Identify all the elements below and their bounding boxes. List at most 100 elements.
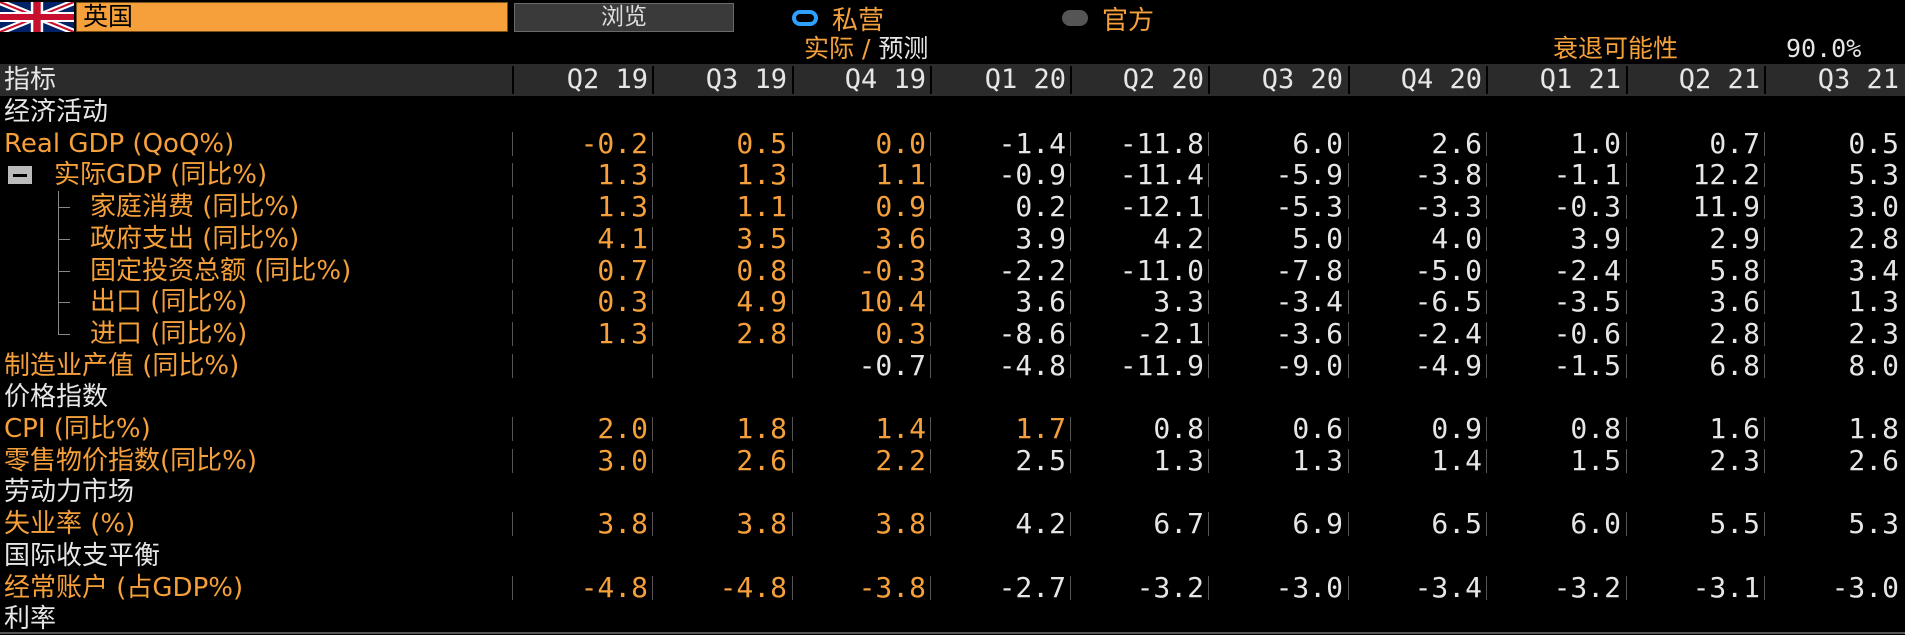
table-row[interactable]: 家庭消费 (同比%) 1.3 1.1 0.9 0.2 -12.1 -5.3 -3.3 -0.3 1… xyxy=(0,190,1905,224)
forecast-value-cell[interactable]: 1.0 xyxy=(1570,126,1621,160)
forecast-value-cell[interactable]: 12.2 xyxy=(1692,158,1760,192)
forecast-value-cell[interactable]: 6.8 xyxy=(1709,348,1760,382)
actual-value-cell[interactable]: 1.1 xyxy=(875,158,926,192)
table-row[interactable]: 固定投资总额 (同比%) 0.7 0.8 -0.3 -2.2 -11.0 -7.8 -5.0 -… xyxy=(0,253,1905,287)
forecast-value-cell[interactable]: 3.0 xyxy=(1848,190,1899,224)
actual-value-cell[interactable]: 3.6 xyxy=(875,221,926,255)
period-header[interactable]: Q2 19 xyxy=(566,64,648,95)
browse-button[interactable]: 浏览 xyxy=(514,3,734,32)
period-header[interactable]: Q3 19 xyxy=(705,64,787,95)
forecast-value-cell[interactable]: 5.8 xyxy=(1709,253,1760,287)
forecast-value-cell[interactable]: 0.5 xyxy=(1848,126,1899,160)
indicator-label[interactable]: 实际GDP (同比%) xyxy=(54,160,268,191)
indicator-label[interactable]: 零售物价指数(同比%) xyxy=(4,445,257,476)
forecast-value-cell[interactable] xyxy=(652,350,787,382)
forecast-value-cell[interactable]: 6.0 xyxy=(1570,507,1621,541)
actual-value-cell[interactable]: 2.8 xyxy=(736,316,787,350)
actual-value-cell[interactable]: 0.3 xyxy=(875,316,926,350)
actual-value-cell[interactable]: 0.0 xyxy=(875,126,926,160)
forecast-value-cell[interactable]: -3.6 xyxy=(1275,316,1343,350)
actual-value-cell[interactable]: -4.8 xyxy=(719,570,787,604)
forecast-value-cell[interactable]: 6.5 xyxy=(1431,507,1482,541)
forecast-value-cell[interactable]: 1.5 xyxy=(1570,443,1621,477)
period-header[interactable]: Q3 21 xyxy=(1817,64,1899,95)
forecast-value-cell[interactable]: 5.3 xyxy=(1848,507,1899,541)
forecast-value-cell[interactable]: 2.8 xyxy=(1848,221,1899,255)
forecast-value-cell[interactable]: -11.0 xyxy=(1119,253,1204,287)
actual-value-cell[interactable]: 3.8 xyxy=(875,507,926,541)
indicator-label[interactable]: 失业率 (%) xyxy=(4,509,136,540)
forecast-value-cell[interactable]: -3.0 xyxy=(1831,570,1899,604)
forecast-value-cell[interactable]: 3.4 xyxy=(1848,253,1899,287)
forecast-value-cell[interactable]: 2.8 xyxy=(1709,316,1760,350)
forecast-value-cell[interactable]: -5.3 xyxy=(1275,190,1343,224)
forecast-value-cell[interactable]: -7.8 xyxy=(1275,253,1343,287)
forecast-value-cell[interactable]: -0.9 xyxy=(998,158,1066,192)
table-row[interactable]: 出口 (同比%) 0.3 4.9 10.4 3.6 3.3 -3.4 -6.5 -3.5 3.6 1… xyxy=(0,285,1905,319)
actual-value-cell[interactable]: 0.8 xyxy=(736,253,787,287)
forecast-value-cell[interactable]: -3.3 xyxy=(1414,190,1482,224)
forecast-value-cell[interactable]: 3.3 xyxy=(1153,285,1204,319)
actual-value-cell[interactable]: 1.1 xyxy=(736,190,787,224)
forecast-value-cell[interactable]: 0.7 xyxy=(1709,126,1760,160)
forecast-value-cell[interactable]: 8.0 xyxy=(1848,348,1899,382)
actual-value-cell[interactable]: -4.8 xyxy=(580,570,648,604)
forecast-value-cell[interactable]: 2.3 xyxy=(1709,443,1760,477)
forecast-value-cell[interactable]: 1.4 xyxy=(1431,443,1482,477)
forecast-value-cell[interactable]: 4.0 xyxy=(1431,221,1482,255)
forecast-value-cell[interactable]: 3.9 xyxy=(1570,221,1621,255)
forecast-value-cell[interactable]: -0.3 xyxy=(1553,190,1621,224)
actual-value-cell[interactable]: 1.7 xyxy=(1015,412,1066,445)
period-header[interactable]: Q1 21 xyxy=(1539,64,1621,95)
table-row[interactable]: 零售物价指数(同比%) 3.0 2.6 2.2 2.5 1.3 1.3 1.4 1.5 2.3 2.… xyxy=(0,443,1905,477)
forecast-value-cell[interactable]: 5.3 xyxy=(1848,158,1899,192)
forecast-value-cell[interactable]: 4.2 xyxy=(1153,221,1204,255)
table-row[interactable]: Real GDP (QoQ%) -0.2 0.5 0.0 -1.4 -11.8 6.0 2.6… xyxy=(0,126,1905,160)
forecast-value-cell[interactable]: -4.9 xyxy=(1414,348,1482,382)
actual-value-cell[interactable]: 4.1 xyxy=(597,221,648,255)
forecast-value-cell[interactable]: 0.2 xyxy=(1015,190,1066,224)
actual-value-cell[interactable]: 2.6 xyxy=(736,443,787,477)
indicator-label[interactable]: CPI (同比%) xyxy=(4,414,151,444)
actual-value-cell[interactable]: 1.4 xyxy=(875,412,926,445)
forecast-value-cell[interactable]: -1.5 xyxy=(1553,348,1621,382)
forecast-value-cell[interactable]: 2.6 xyxy=(1431,126,1482,160)
actual-value-cell[interactable]: 0.9 xyxy=(875,190,926,224)
forecast-value-cell[interactable]: 2.9 xyxy=(1709,221,1760,255)
forecast-value-cell[interactable]: 3.6 xyxy=(1709,285,1760,319)
forecast-value-cell[interactable]: 2.5 xyxy=(1015,443,1066,477)
period-header[interactable]: Q2 21 xyxy=(1678,64,1760,95)
actual-value-cell[interactable]: -3.8 xyxy=(858,570,926,604)
table-row[interactable]: 失业率 (%) 3.8 3.8 3.8 4.2 6.7 6.9 6.5 6.0 5.5 5.3 xyxy=(0,508,1905,540)
actual-value-cell[interactable]: 2.0 xyxy=(597,412,648,445)
forecast-value-cell[interactable]: 2.6 xyxy=(1848,443,1899,477)
indicator-label[interactable]: 政府支出 (同比%) xyxy=(90,223,300,254)
forecast-value-cell[interactable]: 1.3 xyxy=(1848,285,1899,319)
actual-value-cell[interactable]: 1.3 xyxy=(736,158,787,192)
actual-value-cell[interactable]: 3.8 xyxy=(736,507,787,541)
forecast-value-cell[interactable]: 0.8 xyxy=(1153,412,1204,445)
forecast-value-cell[interactable]: -3.8 xyxy=(1414,158,1482,192)
actual-value-cell[interactable]: 10.4 xyxy=(858,285,926,319)
forecast-value-cell[interactable]: -3.4 xyxy=(1275,285,1343,319)
country-field[interactable]: 英国 xyxy=(76,2,508,32)
period-header[interactable]: Q1 20 xyxy=(984,64,1066,95)
actual-value-cell[interactable]: 2.2 xyxy=(875,443,926,477)
forecast-value-cell[interactable]: -6.5 xyxy=(1414,285,1482,319)
forecast-value-cell[interactable]: -2.4 xyxy=(1553,253,1621,287)
forecast-value-cell[interactable]: 5.5 xyxy=(1709,507,1760,541)
table-row[interactable]: 经常账户 (占GDP%) -4.8 -4.8 -3.8 -2.7 -3.2 -3.0 -3.4… xyxy=(0,570,1905,604)
forecast-value-cell[interactable]: 0.9 xyxy=(1431,412,1482,445)
forecast-value-cell[interactable] xyxy=(513,350,648,382)
actual-value-cell[interactable]: 1.8 xyxy=(736,412,787,445)
collapse-icon[interactable] xyxy=(8,166,32,185)
table-row[interactable]: 政府支出 (同比%) 4.1 3.5 3.6 3.9 4.2 5.0 4.0 3.9 2.9 2.8 xyxy=(0,221,1905,255)
actual-value-cell[interactable]: 0.3 xyxy=(597,285,648,319)
forecast-value-cell[interactable]: 11.9 xyxy=(1692,190,1760,224)
forecast-value-cell[interactable]: -3.1 xyxy=(1692,570,1760,604)
forecast-value-cell[interactable]: -11.4 xyxy=(1119,158,1204,192)
forecast-value-cell[interactable]: -1.4 xyxy=(998,126,1066,160)
actual-value-cell[interactable]: 1.3 xyxy=(597,316,648,350)
indicator-label[interactable]: 家庭消费 (同比%) xyxy=(90,192,300,223)
indicator-label[interactable]: 进口 (同比%) xyxy=(90,318,248,349)
